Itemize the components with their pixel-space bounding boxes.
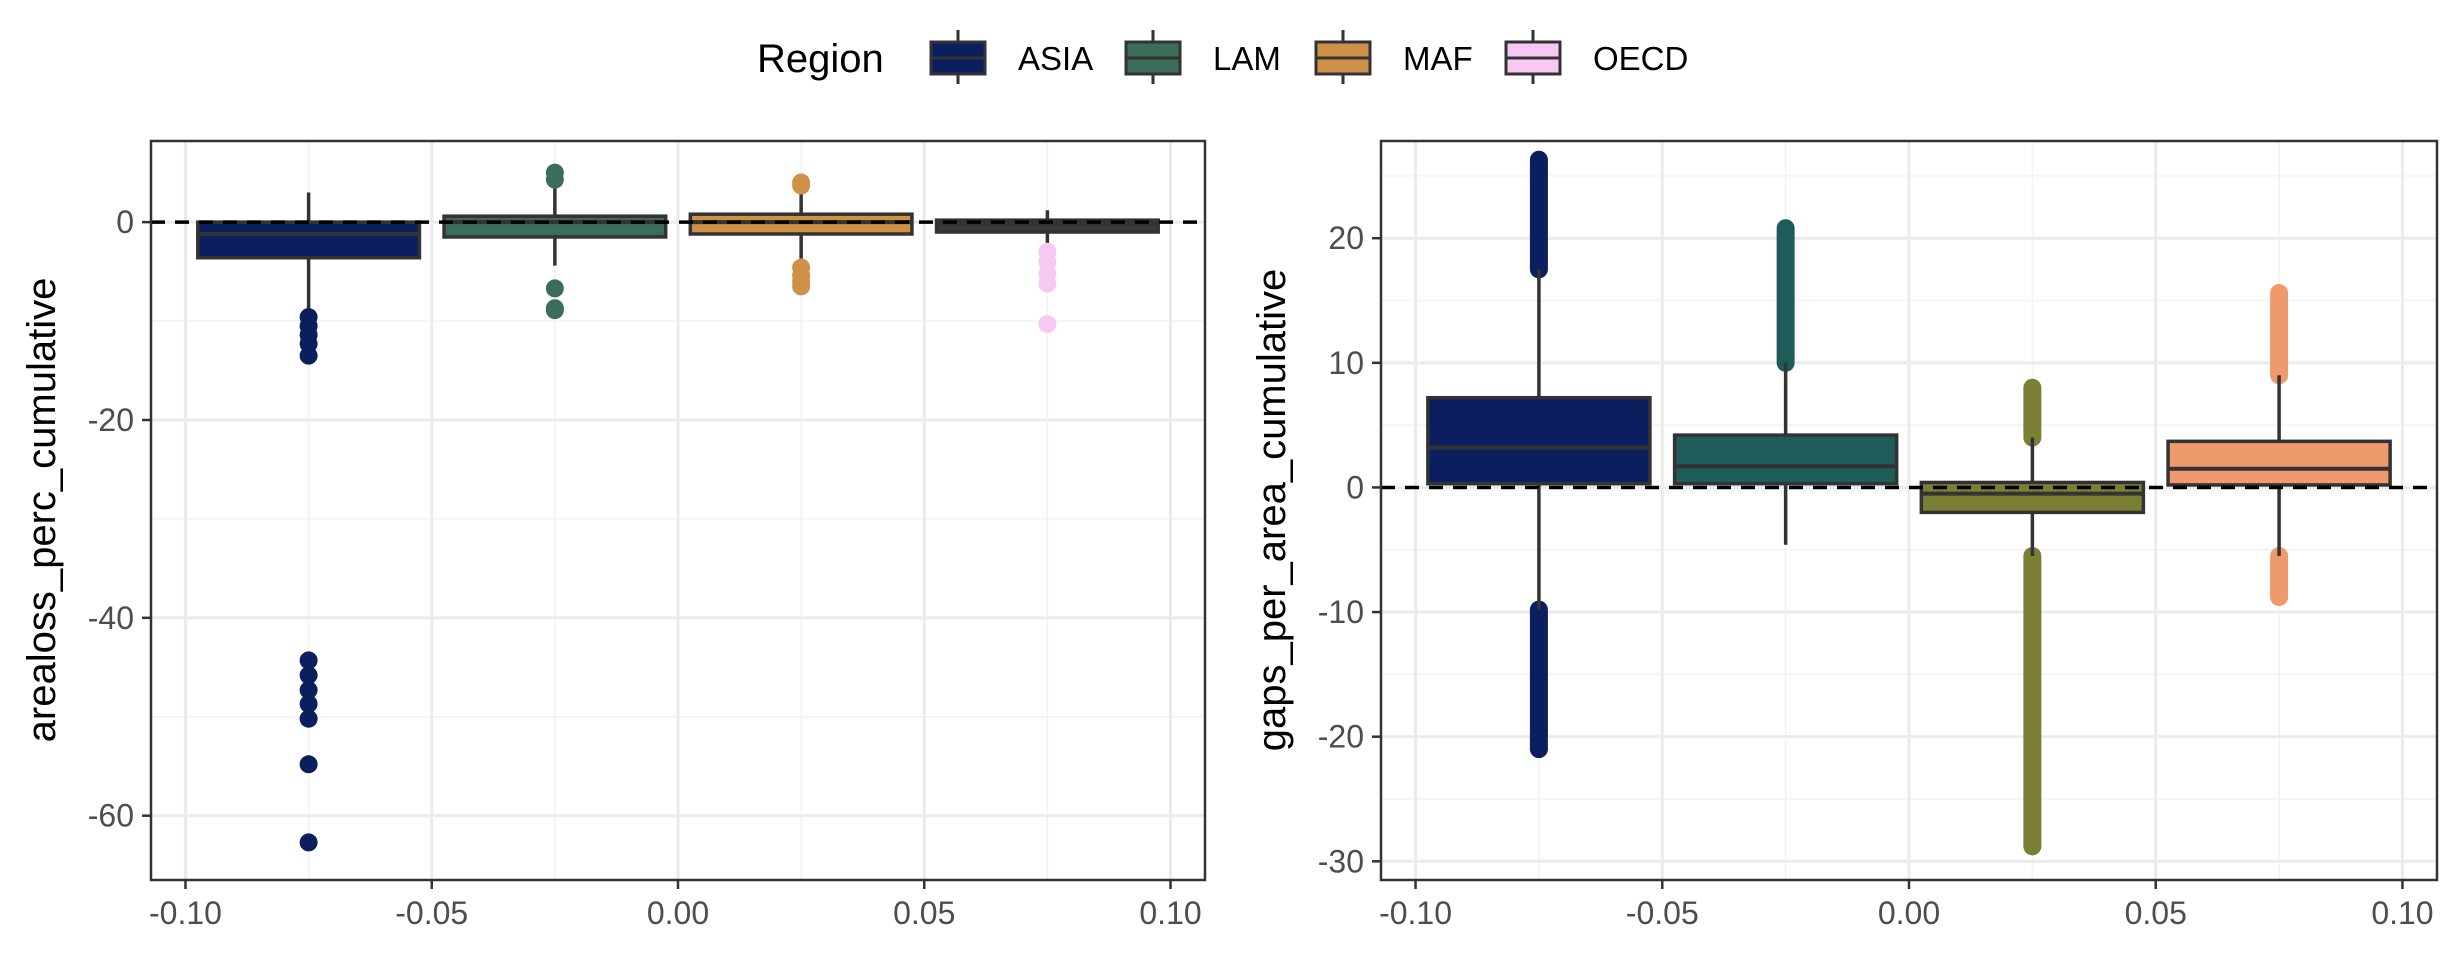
- outlier-point: [299, 755, 318, 774]
- y-tick-label: 20: [1328, 220, 1364, 256]
- outlier-point: [792, 173, 811, 192]
- legend-label-oecd: OECD: [1593, 40, 1688, 77]
- x-tick-label: 0.05: [2125, 895, 2187, 931]
- x-tick-label: 0.10: [2371, 895, 2433, 931]
- box: [1672, 433, 1899, 486]
- outlier-point: [299, 651, 318, 670]
- right-panel: -0.10 -0.05 0.00 0.05 0.10 20 10 0 -10 -20 -30 gaps…: [1250, 139, 2439, 931]
- x-tick-label: 0.00: [647, 895, 709, 931]
- y-tick-label: -20: [1318, 719, 1364, 755]
- x-tick-label: -0.10: [1379, 895, 1452, 931]
- y-axis-title: gaps_per_area_cumulative: [1250, 269, 1294, 752]
- legend-key-oecd: [1504, 30, 1562, 84]
- y-tick-label: -40: [88, 600, 134, 636]
- legend-key-lam: [1124, 30, 1182, 84]
- box-group-series-1: [1426, 150, 1652, 759]
- outlier-point: [299, 666, 318, 685]
- x-tick-label: 0.10: [1139, 895, 1201, 931]
- legend-label-maf: MAF: [1403, 40, 1473, 77]
- y-tick-label: -30: [1318, 843, 1364, 879]
- box-group-series-4: [2166, 284, 2392, 607]
- x-tick-label: 0.05: [893, 895, 955, 931]
- boxplots: [1426, 150, 2392, 856]
- outlier-point: [299, 694, 318, 713]
- y-tick-label: 0: [116, 204, 134, 240]
- outlier-point: [545, 279, 564, 298]
- y-tick-label: 0: [1346, 469, 1364, 505]
- y-axis-title: arealoss_perc_cumulative: [20, 278, 64, 743]
- outlier-point: [1038, 315, 1057, 334]
- outlier-point: [545, 301, 564, 320]
- legend: Region ASIA LAM MAF OECD: [757, 30, 1688, 84]
- box: [2166, 439, 2392, 487]
- y-tick-label: 10: [1328, 345, 1364, 381]
- box: [1426, 395, 1652, 486]
- box: [442, 214, 668, 239]
- y-tick-label: -20: [88, 402, 134, 438]
- legend-label-asia: ASIA: [1018, 40, 1093, 77]
- box-group-oecd: [934, 210, 1160, 334]
- legend-key-asia: [929, 30, 987, 84]
- left-panel: -0.10 -0.05 0.00 0.05 0.10 0 -20 -40 -60 arealoss…: [20, 139, 1207, 931]
- x-tick-label: 0.00: [1878, 895, 1940, 931]
- y-tick-label: -60: [88, 798, 134, 834]
- outlier-point: [545, 163, 564, 182]
- legend-key-maf: [1314, 30, 1372, 84]
- box-group-series-3: [1919, 378, 2146, 856]
- grid: [1381, 141, 2437, 880]
- legend-label-lam: LAM: [1213, 40, 1281, 77]
- box-group-series-2: [1672, 219, 1899, 545]
- box-group-asia: [196, 192, 422, 852]
- outlier-point: [299, 346, 318, 365]
- x-tick-label: -0.10: [149, 895, 222, 931]
- outlier-point: [299, 833, 318, 852]
- x-tick-label: -0.05: [395, 895, 468, 931]
- y-tick-label: -10: [1318, 594, 1364, 630]
- outlier-point: [299, 681, 318, 700]
- box: [196, 220, 422, 260]
- x-tick-label: -0.05: [1626, 895, 1699, 931]
- outlier-point: [299, 709, 318, 728]
- outlier-point: [1038, 274, 1057, 293]
- outlier-point: [792, 277, 811, 296]
- legend-title: Region: [757, 37, 884, 81]
